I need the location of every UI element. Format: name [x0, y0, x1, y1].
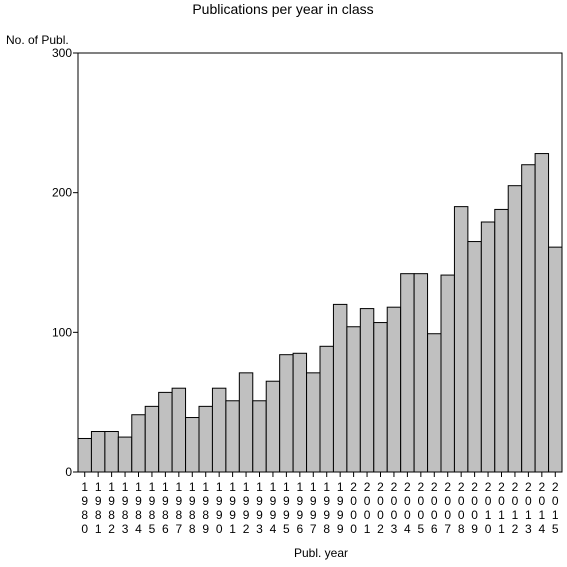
y-axis-label: No. of Publ.: [6, 33, 69, 47]
bar-2009: [467, 241, 482, 473]
bar-2008: [453, 206, 469, 473]
bar-2004: [400, 273, 415, 473]
bar-2003: [386, 306, 402, 473]
bar-2005: [413, 273, 429, 473]
y-ticks-group: 0 100 200 300: [52, 46, 78, 479]
bar-2002: [373, 322, 388, 473]
bar-2006: [427, 333, 442, 473]
bar-1980: [77, 437, 92, 473]
bar-1993: [252, 400, 267, 473]
bar-1998: [319, 345, 334, 473]
y-tick-label: 100: [52, 325, 72, 339]
bar-2013: [521, 164, 536, 473]
bar-2001: [359, 308, 375, 473]
bar-1988: [185, 417, 200, 473]
bar-1996: [292, 352, 308, 473]
bar-1995: [279, 354, 294, 473]
bar-1983: [117, 436, 133, 473]
bar-1991: [225, 400, 240, 473]
bar-1985: [144, 405, 160, 473]
bar-2011: [494, 208, 509, 473]
bar-1982: [104, 431, 119, 473]
x-axis-label: Publ. year: [294, 546, 348, 560]
bar-1994: [265, 380, 281, 473]
bar-2007: [440, 274, 455, 473]
bar-2014: [534, 153, 550, 473]
bar-1999: [332, 303, 348, 473]
bar-1997: [306, 372, 321, 473]
bar-1987: [171, 387, 187, 473]
bar-1984: [131, 414, 146, 473]
bar-2000: [346, 326, 361, 473]
bar-1992: [238, 372, 254, 473]
bar-1989: [198, 405, 213, 473]
chart-title: Publications per year in class: [192, 1, 373, 17]
y-tick-label: 200: [52, 186, 72, 200]
bar-1981: [90, 431, 106, 473]
bars-group: [77, 153, 563, 473]
bar-1990: [211, 387, 227, 473]
y-tick-label: 300: [52, 46, 72, 60]
y-tick-label: 0: [65, 465, 72, 479]
bar-2012: [507, 185, 523, 473]
bar-2015: [548, 246, 563, 473]
bar-1986: [158, 391, 173, 473]
x-ticks-group: 1 9 8 0 1 9 8 1 1 9 8 2 1 9 8 3 1 9 8 4 1 9 8 5 1 9 8 6 1 9 8 7 1 9 8 8 1 9 8 9…: [81, 472, 559, 536]
bar-2010: [480, 221, 496, 473]
plot-frame: [77, 52, 563, 473]
